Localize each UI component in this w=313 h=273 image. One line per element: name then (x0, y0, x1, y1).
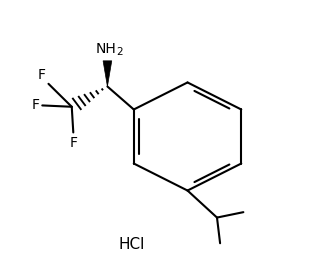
Polygon shape (103, 61, 112, 87)
Text: 2: 2 (117, 47, 123, 57)
Text: HCl: HCl (119, 237, 145, 252)
Text: F: F (69, 136, 77, 150)
Text: F: F (31, 99, 39, 112)
Text: NH: NH (95, 42, 116, 56)
Text: F: F (38, 69, 46, 82)
